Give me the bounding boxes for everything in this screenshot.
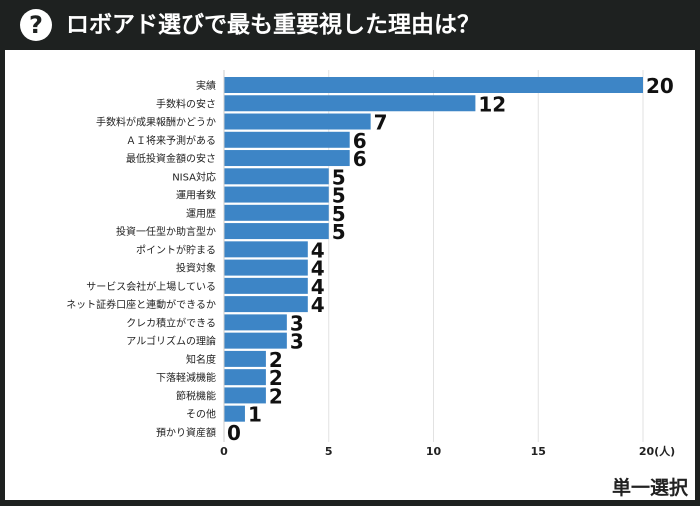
bar [224, 350, 266, 367]
data-label: 5 [332, 184, 346, 208]
bar [224, 405, 245, 422]
selection-type-label: 単一選択 [611, 477, 688, 499]
bar [224, 186, 329, 203]
bar [224, 113, 371, 130]
category-label: クレカ積立ができる [126, 316, 216, 329]
x-tick-label: 15 [531, 445, 546, 458]
bar [224, 131, 350, 148]
data-label: 12 [478, 92, 506, 116]
bar [224, 369, 266, 386]
bar [224, 223, 329, 240]
bar [224, 95, 476, 112]
data-label: 6 [353, 129, 367, 153]
bar [224, 77, 643, 93]
data-label: 5 [332, 165, 346, 189]
bar [224, 168, 329, 185]
bar [224, 296, 308, 313]
bar [224, 314, 287, 331]
category-label: 手数料が成果報酬かどうか [96, 116, 216, 129]
question-circle-icon: ? [20, 9, 52, 41]
data-label: 3 [290, 311, 304, 335]
category-label: 運用者数 [176, 189, 216, 202]
category-label: 投資一任型か助言型か [116, 225, 216, 238]
bar [224, 387, 266, 404]
bar [224, 241, 308, 258]
data-label: 4 [311, 257, 325, 281]
data-label: 3 [290, 330, 304, 354]
page-title: ロボアド選びで最も重要視した理由は？ [66, 12, 480, 38]
data-label: 2 [269, 366, 283, 390]
category-label: 知名度 [186, 353, 216, 366]
category-label: 下落軽減機能 [156, 371, 216, 384]
data-label: 4 [311, 238, 325, 262]
data-label: 4 [311, 293, 325, 317]
data-label: 2 [269, 348, 283, 372]
category-label: サービス会社が上場している [86, 280, 216, 293]
category-label: 手数料の安さ [156, 97, 216, 110]
data-label: 5 [332, 220, 346, 244]
category-label: 運用歴 [186, 208, 216, 220]
category-label: 預かり資産額 [156, 426, 216, 439]
data-label: 1 [248, 403, 262, 427]
x-tick-label: 20(人) [639, 444, 675, 458]
data-label: 5 [332, 202, 346, 226]
category-label: 節税機能 [176, 389, 216, 402]
category-label: 投資対象 [176, 262, 216, 275]
x-tick-label: 10 [426, 445, 442, 458]
bar [224, 150, 350, 167]
bar [224, 259, 308, 276]
data-label: 0 [227, 421, 241, 445]
data-label: 6 [353, 147, 367, 171]
category-label: 実績 [196, 79, 216, 92]
x-tick-label: 0 [220, 445, 228, 458]
header: ? ロボアド選びで最も重要視した理由は？ [0, 0, 700, 50]
data-label: 2 [269, 384, 283, 408]
category-label: その他 [186, 408, 216, 421]
data-label: 4 [311, 275, 325, 299]
category-label: ネット証券口座と連動ができるか [66, 298, 216, 311]
data-label: 20 [646, 74, 674, 98]
category-label: ＡＩ将来予測がある [126, 134, 216, 147]
bar [224, 277, 308, 294]
category-label: アルゴリズムの理論 [126, 335, 216, 348]
data-label: 7 [374, 111, 388, 135]
category-label: 最低投資金額の安さ [126, 152, 216, 165]
bar [224, 332, 287, 349]
x-tick-label: 5 [325, 445, 333, 458]
category-label: ポイントが貯まる [136, 243, 216, 256]
category-label: NISA対応 [172, 170, 216, 183]
bar [224, 204, 329, 221]
